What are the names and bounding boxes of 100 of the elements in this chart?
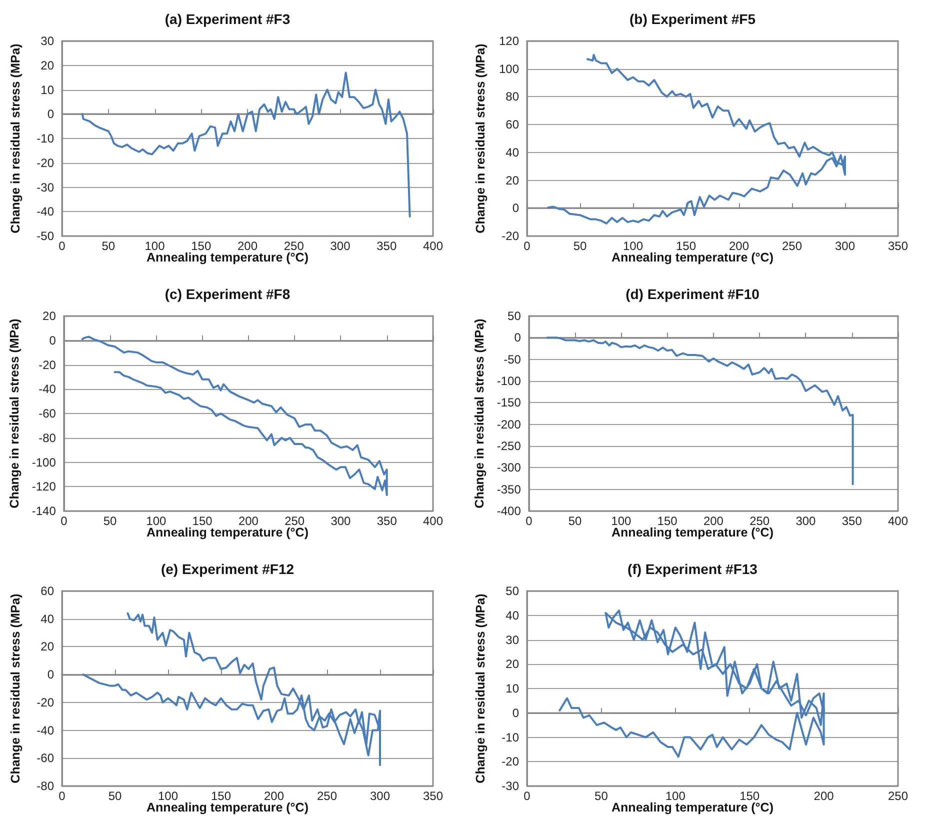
y-tick-label: 0 xyxy=(49,333,56,348)
chart-title: (e) Experiment #F12 xyxy=(160,561,294,577)
chart-title: (c) Experiment #F8 xyxy=(164,286,290,302)
y-tick-label: -60 xyxy=(36,751,54,766)
line-series xyxy=(81,336,388,496)
x-tick-label: 50 xyxy=(568,514,582,528)
x-tick-label: 100 xyxy=(665,789,686,803)
y-tick-label: -100 xyxy=(32,455,56,470)
y-tick-label: -250 xyxy=(496,439,522,453)
y-tick-label: -40 xyxy=(36,204,54,219)
y-axis-title: Change in residual stress (MPa) xyxy=(472,318,486,508)
y-tick-label: -100 xyxy=(496,374,522,388)
x-tick-label: 200 xyxy=(237,239,258,253)
x-tick-label: 350 xyxy=(888,239,908,253)
y-axis-title: Change in residual stress (MPa) xyxy=(474,44,488,234)
y-tick-label: -200 xyxy=(496,417,522,432)
x-tick-label: 100 xyxy=(146,514,167,528)
y-tick-label: 0 xyxy=(512,201,520,216)
y-tick-label: 30 xyxy=(506,632,520,647)
y-tick-label: -30 xyxy=(36,180,54,194)
y-tick-label: 20 xyxy=(506,657,520,672)
chart-title: (f) Experiment #F13 xyxy=(628,561,758,577)
line-series xyxy=(546,336,854,486)
y-tick-label: 40 xyxy=(40,612,54,626)
y-tick-label: -120 xyxy=(32,480,56,494)
line-series xyxy=(547,54,846,224)
y-tick-label: -150 xyxy=(496,396,522,410)
y-tick-label: 40 xyxy=(506,608,520,622)
x-tick-label: 0 xyxy=(60,514,68,528)
x-tick-label: 300 xyxy=(330,239,351,253)
x-tick-label: 150 xyxy=(210,789,232,803)
x-tick-label: 300 xyxy=(370,789,390,803)
y-tick-label: 40 xyxy=(506,145,520,160)
y-tick-label: 0 xyxy=(514,330,522,345)
x-tick-label: 0 xyxy=(58,789,66,803)
y-tick-label: 0 xyxy=(47,107,54,122)
x-tick-label: 50 xyxy=(594,789,608,803)
y-tick-label: 0 xyxy=(512,706,520,720)
y-tick-label: -80 xyxy=(38,430,56,445)
line-series xyxy=(558,610,825,758)
x-tick-label: 100 xyxy=(622,239,644,253)
y-tick-label: -40 xyxy=(38,382,56,396)
x-tick-label: 300 xyxy=(834,239,856,253)
x-tick-label: 100 xyxy=(144,239,166,253)
y-tick-label: -30 xyxy=(502,779,520,793)
x-axis-title: Annealing temperature (°C) xyxy=(146,250,308,264)
y-tick-label: 100 xyxy=(498,62,520,76)
line-series xyxy=(82,612,381,766)
y-tick-label: -140 xyxy=(32,504,56,518)
y-axis-title: Change in residual stress (MPa) xyxy=(8,318,22,508)
x-tick-label: 0 xyxy=(58,239,66,253)
x-tick-label: 200 xyxy=(728,239,750,253)
y-tick-label: 80 xyxy=(506,90,520,104)
y-axis-title: Change in residual stress (MPa) xyxy=(8,44,22,234)
x-tick-label: 200 xyxy=(264,789,284,803)
y-tick-label: 30 xyxy=(40,34,54,48)
y-tick-label: -350 xyxy=(496,482,522,496)
y-tick-label: -20 xyxy=(36,695,54,710)
x-tick-label: 250 xyxy=(284,239,304,253)
y-tick-label: -20 xyxy=(36,156,54,170)
x-tick-label: 400 xyxy=(422,239,444,253)
x-tick-label: 150 xyxy=(657,514,678,528)
x-tick-label: 350 xyxy=(376,239,397,253)
x-tick-label: 50 xyxy=(573,239,587,253)
x-tick-label: 150 xyxy=(191,239,212,253)
x-tick-label: 350 xyxy=(842,514,862,528)
x-tick-label: 50 xyxy=(108,789,122,803)
y-tick-label: 20 xyxy=(40,640,54,654)
y-tick-label: 60 xyxy=(40,584,54,598)
y-tick-label: -10 xyxy=(502,730,520,744)
x-tick-label: 250 xyxy=(316,789,338,803)
x-axis-title: Annealing temperature (°C) xyxy=(612,250,774,264)
y-tick-label: -80 xyxy=(36,779,54,793)
x-tick-label: 150 xyxy=(740,789,760,803)
y-tick-label: -40 xyxy=(36,723,54,738)
x-tick-label: 250 xyxy=(782,239,802,253)
y-tick-label: -10 xyxy=(36,132,54,146)
y-tick-label: -50 xyxy=(36,229,54,243)
y-axis-title: Change in residual stress (MPa) xyxy=(8,594,22,784)
x-tick-label: 300 xyxy=(796,514,816,528)
x-tick-label: 150 xyxy=(192,514,213,528)
x-tick-label: 300 xyxy=(330,514,352,528)
x-tick-label: 250 xyxy=(284,514,305,528)
y-tick-label: -400 xyxy=(496,504,522,518)
x-tick-label: 400 xyxy=(422,514,444,528)
y-tick-label: 120 xyxy=(498,34,520,48)
x-tick-label: 100 xyxy=(158,789,178,803)
x-tick-label: 50 xyxy=(103,514,118,528)
x-tick-label: 250 xyxy=(750,514,770,528)
x-tick-label: 350 xyxy=(376,514,398,528)
x-tick-label: 0 xyxy=(524,239,531,253)
x-tick-label: 150 xyxy=(676,239,696,253)
line-series xyxy=(81,72,411,218)
y-tick-label: 50 xyxy=(508,309,522,323)
y-tick-label: 20 xyxy=(42,309,56,323)
chart-title: (a) Experiment #F3 xyxy=(164,11,290,27)
y-tick-label: -20 xyxy=(38,358,56,372)
y-tick-label: 60 xyxy=(506,118,520,132)
y-tick-label: -20 xyxy=(502,754,520,769)
x-tick-label: 100 xyxy=(611,514,632,528)
